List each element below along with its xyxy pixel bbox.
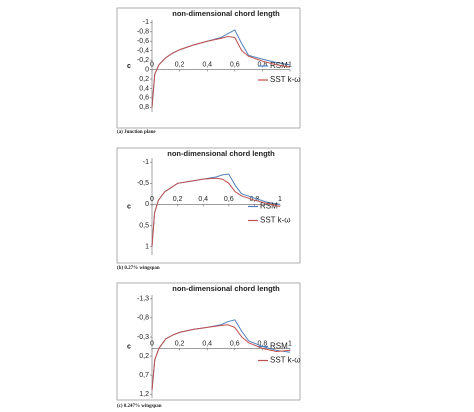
- chart-title: non-dimensional chord length: [167, 149, 275, 158]
- caption: (b) 0.27% wingspan: [117, 266, 160, 271]
- series-line: [151, 36, 291, 108]
- x-tick-label: 0,2: [175, 61, 185, 68]
- chart-frame: [116, 7, 301, 129]
- y-tick-label: 0,4: [139, 85, 149, 92]
- x-tick-label: 0,8: [258, 61, 268, 68]
- x-tick-label: 0,4: [198, 196, 208, 203]
- legend-label: RSM: [260, 202, 278, 211]
- x-tick-label: 1: [288, 340, 292, 347]
- y-axis-label: c: [127, 203, 131, 210]
- chart-frame: [116, 282, 301, 401]
- series-line: [151, 324, 291, 391]
- y-tick-label: 1,2: [139, 391, 149, 398]
- x-tick-label: 0,4: [202, 340, 212, 347]
- y-tick-label: -1,3: [137, 296, 149, 303]
- x-tick-label: 0,8: [258, 340, 268, 347]
- y-tick-label: 0: [145, 201, 149, 208]
- y-tick-label: -0,8: [137, 315, 149, 322]
- chart-title: non-dimensional chord length: [172, 284, 280, 293]
- y-tick-label: -1: [143, 19, 149, 26]
- legend-label: SST k-ω: [260, 216, 291, 225]
- y-tick-label: -0,2: [137, 57, 149, 64]
- y-tick-label: 1: [145, 243, 149, 250]
- y-tick-label: 0: [145, 66, 149, 73]
- y-axis-label: c: [127, 343, 131, 350]
- x-tick-label: 0,2: [173, 196, 183, 203]
- x-tick-label: 1: [278, 196, 282, 203]
- caption: (a) Junction plane: [117, 130, 156, 135]
- y-tick-label: 0,5: [139, 222, 149, 229]
- caption: (c) 0.247% wingspan: [117, 404, 162, 409]
- legend-label: RSM: [270, 342, 288, 351]
- chart-title: non-dimensional chord length: [172, 9, 280, 18]
- x-tick-label: 0,2: [175, 340, 185, 347]
- y-tick-label: 0,2: [139, 353, 149, 360]
- x-tick-label: 0,6: [224, 196, 234, 203]
- chart-frame: [116, 147, 301, 264]
- y-tick-label: -0,8: [137, 29, 149, 36]
- y-tick-label: 0,8: [139, 104, 149, 111]
- y-tick-label: -1: [143, 159, 149, 166]
- legend-label: SST k-ω: [270, 356, 301, 365]
- x-tick-label: 0: [150, 196, 154, 203]
- y-tick-label: -0,4: [137, 48, 149, 55]
- series-line: [151, 177, 281, 247]
- y-tick-label: -0,5: [137, 180, 149, 187]
- y-tick-label: 0,7: [139, 372, 149, 379]
- y-tick-label: -0,6: [137, 38, 149, 45]
- x-tick-label: 0,6: [230, 340, 240, 347]
- x-tick-label: 0,6: [230, 61, 240, 68]
- x-tick-label: 0,4: [202, 61, 212, 68]
- legend-label: SST k-ω: [270, 75, 301, 84]
- y-axis-label: c: [127, 63, 131, 70]
- x-tick-label: 1: [288, 61, 292, 68]
- y-tick-label: 0,6: [139, 95, 149, 102]
- y-tick-label: -0,3: [137, 334, 149, 341]
- x-tick-label: 0: [150, 61, 154, 68]
- x-tick-label: 0: [150, 340, 154, 347]
- y-tick-label: 0,2: [139, 76, 149, 83]
